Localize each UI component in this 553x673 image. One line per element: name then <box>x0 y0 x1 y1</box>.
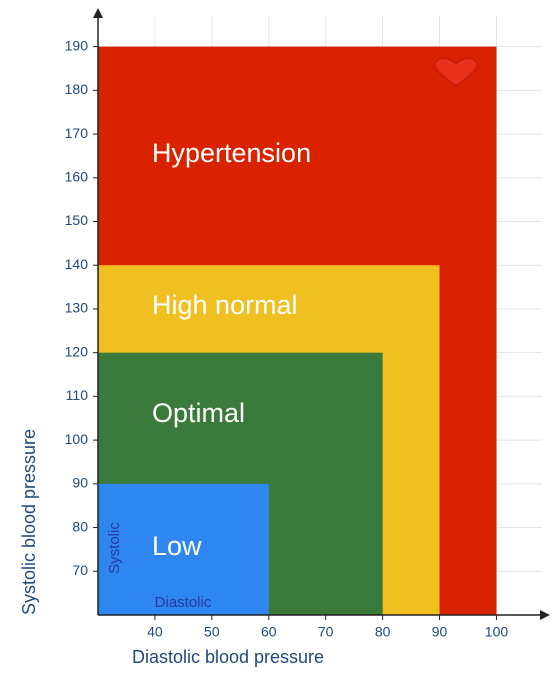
y-tick-label: 90 <box>72 475 88 491</box>
x-tick-label: 100 <box>485 624 509 640</box>
annotation: Diastolic <box>155 594 212 611</box>
region-label: Optimal <box>152 398 245 428</box>
x-tick-label: 70 <box>318 624 334 640</box>
x-tick-label: 50 <box>204 624 220 640</box>
arrow <box>93 8 103 18</box>
y-tick-label: 140 <box>65 256 89 272</box>
x-tick-label: 40 <box>147 624 163 640</box>
region-label: Hypertension <box>152 138 311 168</box>
y-tick-label: 120 <box>65 343 89 359</box>
x-tick-label: 80 <box>375 624 391 640</box>
y-tick-label: 190 <box>65 37 89 53</box>
y-tick-label: 170 <box>65 125 89 141</box>
y-tick-label: 80 <box>72 518 88 534</box>
y-tick-label: 110 <box>66 387 89 403</box>
region-label: Low <box>152 531 202 561</box>
y-tick-label: 160 <box>65 168 89 184</box>
y-tick-label: 180 <box>65 81 89 97</box>
x-tick-label: 90 <box>432 624 448 640</box>
y-tick-label: 70 <box>72 562 88 578</box>
y-tick-label: 150 <box>65 212 89 228</box>
annotation: Systolic <box>106 522 123 574</box>
heart-icon <box>434 57 478 87</box>
y-tick-label: 100 <box>65 431 89 447</box>
region-label: High normal <box>152 290 298 320</box>
region <box>98 483 269 615</box>
x-tick-label: 60 <box>261 624 277 640</box>
x-axis-label: Diastolic blood pressure <box>132 647 324 667</box>
y-tick-label: 130 <box>65 300 89 316</box>
arrow <box>540 610 550 620</box>
y-axis-label: Systolic blood pressure <box>19 429 39 615</box>
